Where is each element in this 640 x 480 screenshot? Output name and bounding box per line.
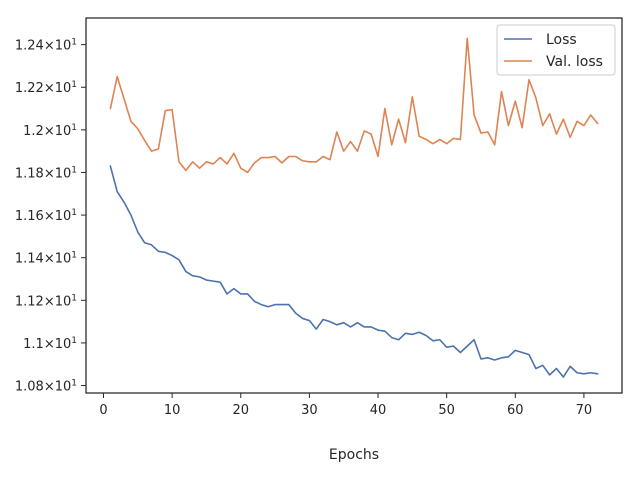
series-lines: [109, 37, 599, 378]
x-tick-label: 50: [438, 403, 455, 418]
x-tick-label: 20: [232, 403, 249, 418]
y-axis-ticks: 1.08×101 1.1×101 1.12×101 1.14×101 1.16×101 1…: [15, 38, 86, 395]
x-tick-label: 40: [370, 403, 387, 418]
legend-label-val-loss: Val. loss: [546, 54, 603, 70]
x-tick-label: 30: [301, 403, 318, 418]
y-tick-label: 1.16×101: [15, 208, 77, 224]
plot-area: [86, 18, 622, 393]
x-axis-label: Epochs: [329, 447, 379, 463]
y-tick-label: 1.24×101: [15, 38, 77, 54]
y-tick-label: 1.22×101: [15, 80, 77, 96]
x-tick-label: 0: [99, 403, 107, 418]
legend-label-loss: Loss: [546, 32, 577, 48]
x-tick-label: 70: [576, 403, 593, 418]
series-line-0: [109, 165, 599, 378]
y-tick-label: 1.12×101: [15, 293, 77, 309]
plot-frame: [85, 17, 623, 394]
legend-box: [496, 24, 616, 76]
x-axis-ticks: 0 10 20 30 40 50 60 70: [99, 393, 592, 418]
series-line-1: [109, 37, 599, 174]
y-tick-label: 1.18×101: [15, 165, 77, 181]
x-tick-label: 10: [164, 403, 181, 418]
legend: Loss Val. loss: [496, 24, 616, 76]
y-tick-label: 1.14×101: [15, 251, 77, 267]
x-tick-label: 60: [507, 403, 524, 418]
y-tick-label: 1.1×101: [23, 336, 77, 352]
y-tick-label: 1.2×101: [23, 123, 77, 139]
y-tick-label: 1.08×101: [15, 379, 77, 395]
